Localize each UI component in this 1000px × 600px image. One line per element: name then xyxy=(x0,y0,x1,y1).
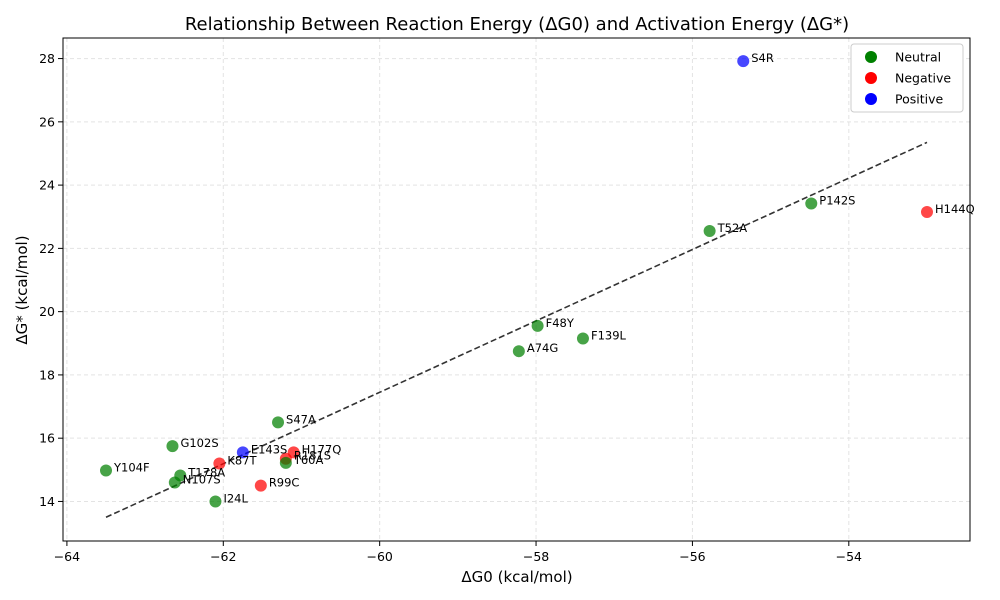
data-points xyxy=(100,55,933,508)
x-axis-label: ΔG0 (kcal/mol) xyxy=(461,568,572,586)
data-point-label: R181S xyxy=(294,449,331,463)
data-point-label: K87T xyxy=(227,453,257,467)
legend-label-positive: Positive xyxy=(895,92,943,107)
legend-marker-negative xyxy=(865,72,877,84)
data-point-label: E143S xyxy=(251,442,288,456)
x-tick-label: −60 xyxy=(366,549,392,564)
data-point xyxy=(213,457,226,470)
legend-label-neutral: Neutral xyxy=(895,50,941,65)
data-point xyxy=(168,476,181,489)
data-point xyxy=(920,205,933,218)
data-point-label: P142S xyxy=(819,193,855,207)
y-axis-ticks: 14 16 18 20 22 24 26 28 xyxy=(39,51,63,509)
data-point-labels: S4R P142S H144Q T52A F48Y F139L A74G S47A G102S E… xyxy=(113,51,975,505)
legend-box xyxy=(850,43,964,113)
data-point xyxy=(531,319,544,332)
y-tick-label: 24 xyxy=(39,178,55,193)
data-point-label: F139L xyxy=(591,329,627,343)
data-point-label: R99C xyxy=(269,476,300,490)
x-axis-ticks: −64 −62 −60 −58 −56 −54 xyxy=(54,541,862,564)
data-point-label: N107S xyxy=(183,472,221,486)
data-point xyxy=(100,464,113,477)
y-tick-label: 16 xyxy=(39,431,55,446)
plot-frame xyxy=(62,37,971,542)
data-point-label: H177Q xyxy=(302,442,342,456)
data-point xyxy=(703,224,716,237)
data-point-label: H144Q xyxy=(935,202,975,216)
data-point xyxy=(737,55,750,68)
data-point xyxy=(576,332,589,345)
data-point-label: T52A xyxy=(717,221,748,235)
y-tick-label: 20 xyxy=(39,304,55,319)
y-tick-label: 14 xyxy=(39,494,55,509)
data-point xyxy=(512,345,525,358)
x-tick-label: −58 xyxy=(523,549,549,564)
data-point-label: I24L xyxy=(223,491,248,505)
y-axis-label: ΔG* (kcal/mol) xyxy=(13,235,31,344)
y-tick-label: 28 xyxy=(39,51,55,66)
x-tick-label: −56 xyxy=(679,549,705,564)
data-point xyxy=(209,495,222,508)
legend-label-negative: Negative xyxy=(895,71,951,86)
data-point xyxy=(166,440,179,453)
data-point-label: S4R xyxy=(751,51,774,65)
data-point xyxy=(254,479,267,492)
x-tick-label: −62 xyxy=(210,549,236,564)
data-point-label: F48Y xyxy=(546,316,575,330)
data-point xyxy=(272,416,285,429)
data-point-label: T178A xyxy=(187,466,225,480)
y-tick-label: 18 xyxy=(39,367,55,382)
x-tick-label: −54 xyxy=(836,549,862,564)
data-point xyxy=(236,446,249,459)
legend: Neutral Negative Positive xyxy=(850,43,964,113)
data-point-label: G102S xyxy=(180,436,218,450)
y-tick-label: 22 xyxy=(39,241,55,256)
legend-marker-positive xyxy=(865,93,877,105)
data-point xyxy=(279,456,292,469)
data-point-label: S47A xyxy=(286,412,316,426)
trendline xyxy=(105,141,928,519)
data-point-label: Y104F xyxy=(113,460,150,474)
y-tick-label: 26 xyxy=(39,114,55,129)
chart-title: Relationship Between Reaction Energy (ΔG… xyxy=(185,14,849,35)
data-point xyxy=(805,197,818,210)
x-tick-label: −64 xyxy=(54,549,80,564)
data-point-label: A74G xyxy=(527,341,558,355)
legend-marker-neutral xyxy=(865,51,877,63)
data-point-label: T60A xyxy=(293,453,324,467)
